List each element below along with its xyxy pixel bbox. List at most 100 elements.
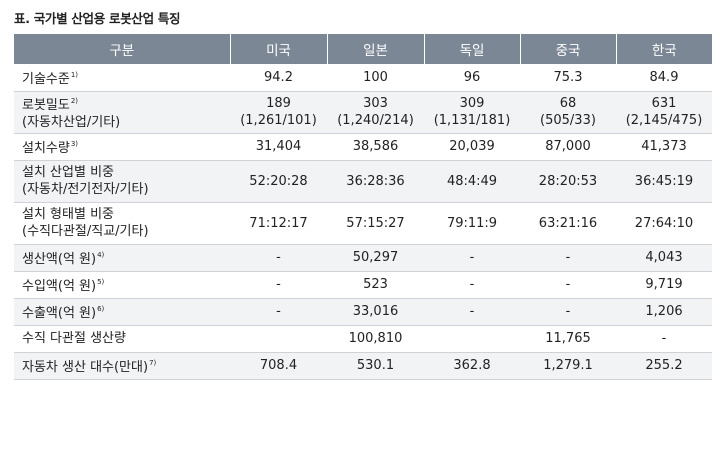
cell-usa: 52:20:28 <box>230 160 327 202</box>
cell-usa: - <box>230 298 327 325</box>
footnote-mark: 5) <box>97 278 105 286</box>
table-row: 수직 다관절 생산량 100,810 11,765 - <box>14 325 712 352</box>
cell-germany: 96 <box>463 69 481 85</box>
cell-sub: (2,145/475) <box>625 113 703 128</box>
header-germany: 독일 <box>423 34 520 64</box>
cell-sub: (1,240/214) <box>337 113 414 128</box>
row-label: 수직 다관절 생산량 <box>14 325 230 352</box>
cell-japan: 33,016 <box>327 298 424 325</box>
cell-germany: 79:11:9 <box>446 215 498 231</box>
cell-main: 68 <box>559 96 577 111</box>
table-row: 로봇밀도2) (자동차산업/기타) 189 (1,261/101) 303 (1,24… <box>14 91 712 133</box>
row-label-sub: (자동차산업/기타) <box>22 115 121 130</box>
footnote-mark: 1) <box>70 70 79 79</box>
header-china: 중국 <box>519 34 616 64</box>
table-row: 설치 산업별 비중 (자동차/전기전자/기타) 52:20:28 36:28:36… <box>14 160 712 202</box>
header-korea: 한국 <box>615 34 712 64</box>
cell-germany: 362.8 <box>424 352 520 379</box>
robot-industry-table: 구분 미국 일본 독일 중국 한국 기술수준1) 94.2 100 96 75.… <box>14 34 712 380</box>
row-label-text: 자동차 생산 대수(만대) <box>22 360 149 375</box>
table-row: 수입액(억 원)5) - 523 - - 9,719 <box>14 271 712 298</box>
cell-japan: 100,810 <box>348 331 403 346</box>
cell-china: 1,279.1 <box>520 352 616 379</box>
row-label: 자동차 생산 대수(만대)7) <box>14 352 230 379</box>
footnote-mark: 3) <box>70 140 79 148</box>
row-label-text: 로봇밀도 <box>22 98 70 113</box>
cell-korea: 9,719 <box>645 277 683 292</box>
cell-main: 631 <box>651 96 677 111</box>
cell-main: 189 <box>266 96 291 111</box>
cell-china: 87,000 <box>545 139 591 154</box>
cell-japan: 57:15:27 <box>346 215 405 231</box>
cell-japan: 50,297 <box>327 244 424 271</box>
table-row: 설치수량3) 31,404 38,586 20,039 87,000 41,37… <box>14 133 712 160</box>
cell-china: 68 (505/33) <box>520 91 616 133</box>
row-label-text: 기술수준 <box>22 71 70 87</box>
cell-japan: 36:28:36 <box>327 160 424 202</box>
cell-usa: 708.4 <box>230 352 327 379</box>
cell-china: - <box>565 277 571 292</box>
cell-japan: 38,586 <box>352 139 399 154</box>
table-row: 기술수준1) 94.2 100 96 75.3 84.9 <box>14 64 712 91</box>
cell-usa: 71:12:17 <box>249 215 308 231</box>
cell-germany: 20,039 <box>449 139 495 154</box>
footnote-mark: 6) <box>97 305 105 313</box>
cell-germany: 48:4:49 <box>424 160 520 202</box>
header-usa: 미국 <box>229 34 327 64</box>
cell-china: 63:21:16 <box>538 215 598 231</box>
cell-germany: - <box>424 298 520 325</box>
row-label-text: 설치수량 <box>22 141 70 156</box>
footnote-mark: 4) <box>97 251 105 259</box>
row-label: 설치 형태별 비중 (수직다관절/직교/기타) <box>14 202 230 244</box>
table-row: 수출액(억 원)6) - 33,016 - - 1,206 <box>14 298 712 325</box>
cell-sub: (1,261/101) <box>240 113 317 128</box>
cell-usa: 189 (1,261/101) <box>230 91 327 133</box>
cell-korea: 36:45:19 <box>616 160 712 202</box>
cell-germany: 309 (1,131/181) <box>424 91 520 133</box>
row-label-sub: (수직다관절/직교/기타) <box>22 224 149 239</box>
cell-usa: - <box>276 277 281 292</box>
cell-sub: (1,131/181) <box>433 113 511 128</box>
cell-germany: - <box>469 277 475 292</box>
header-category: 구분 <box>14 34 230 64</box>
row-label-text: 수직 다관절 생산량 <box>22 331 126 346</box>
row-label-text: 설치 산업별 비중 <box>22 165 114 180</box>
row-label: 수입액(억 원)5) <box>14 271 230 298</box>
row-label: 기술수준1) <box>14 64 230 91</box>
cell-korea: 1,206 <box>616 298 712 325</box>
row-label: 설치 산업별 비중 (자동차/전기전자/기타) <box>14 160 230 202</box>
row-label: 로봇밀도2) (자동차산업/기타) <box>14 91 230 133</box>
row-label: 설치수량3) <box>14 133 230 160</box>
cell-japan: 100 <box>363 69 388 85</box>
row-label: 수출액(억 원)6) <box>14 298 230 325</box>
cell-korea: 41,373 <box>641 139 687 154</box>
row-label: 생산액(억 원)4) <box>14 244 230 271</box>
cell-usa: 31,404 <box>255 139 302 154</box>
table-row: 자동차 생산 대수(만대)7) 708.4 530.1 362.8 1,279.… <box>14 352 712 379</box>
cell-china: 11,765 <box>545 331 591 346</box>
footnote-mark: 2) <box>70 97 79 105</box>
row-label-text: 생산액(억 원) <box>22 252 97 267</box>
row-label-text: 수출액(억 원) <box>22 306 97 321</box>
table-caption: 표. 국가별 산업용 로봇산업 특징 <box>14 11 181 26</box>
table-row: 생산액(억 원)4) - 50,297 - - 4,043 <box>14 244 712 271</box>
cell-korea: 27:64:10 <box>634 215 694 231</box>
header-row: 구분 미국 일본 독일 중국 한국 <box>14 34 712 64</box>
cell-korea: 255.2 <box>616 352 712 379</box>
cell-germany: - <box>424 244 520 271</box>
cell-korea: 4,043 <box>616 244 712 271</box>
row-label-text: 설치 형태별 비중 <box>22 207 114 222</box>
cell-korea: 631 (2,145/475) <box>616 91 712 133</box>
cell-korea: 84.9 <box>649 69 679 85</box>
header-japan: 일본 <box>326 34 424 64</box>
cell-usa <box>230 325 327 352</box>
cell-china: 28:20:53 <box>520 160 616 202</box>
cell-main: 309 <box>459 96 485 111</box>
cell-china: 75.3 <box>553 69 583 85</box>
cell-sub: (505/33) <box>540 113 596 128</box>
cell-japan: 303 (1,240/214) <box>327 91 424 133</box>
cell-japan: 530.1 <box>327 352 424 379</box>
footnote-mark: 7) <box>149 359 157 367</box>
cell-china: - <box>520 244 616 271</box>
table-row: 설치 형태별 비중 (수직다관절/직교/기타) 71:12:17 57:15:27… <box>14 202 712 244</box>
